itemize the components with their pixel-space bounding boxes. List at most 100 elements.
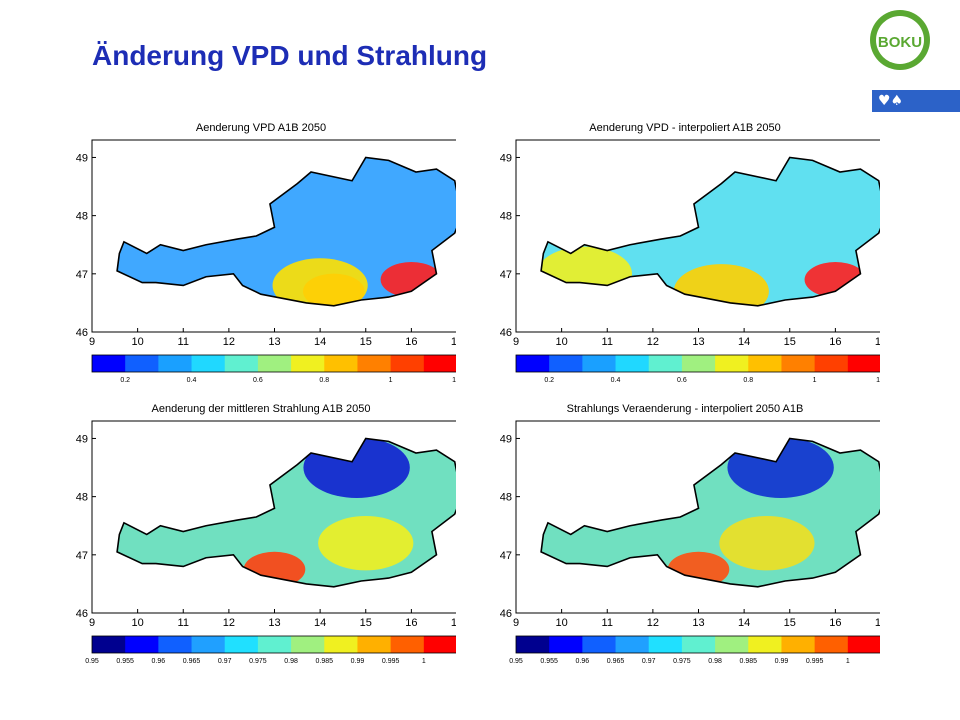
colorbar-segment	[125, 636, 159, 653]
colorbar-frame	[91, 354, 456, 373]
colorbar-segment	[516, 355, 550, 372]
colorbar-label: 0.95	[509, 658, 523, 665]
x-tick-label: 11	[178, 617, 189, 629]
heatmap-hotspot	[272, 258, 368, 306]
logo-bar-icons: ♥♠	[878, 93, 904, 109]
colorbar-segment	[291, 355, 325, 372]
colorbar-label: 0.98	[284, 658, 298, 665]
x-tick-label: 12	[223, 336, 235, 348]
y-tick-label: 46	[76, 327, 88, 339]
x-tick-label: 10	[556, 617, 568, 629]
colorbar-label: 0.965	[607, 658, 625, 665]
x-tick-label: 14	[314, 336, 326, 348]
colorbar-label: 0.2	[544, 377, 554, 384]
x-tick-label: 12	[647, 336, 659, 348]
colorbar-segment	[549, 636, 583, 653]
colorbar-segment	[257, 355, 292, 372]
x-tick-label: 11	[602, 336, 613, 348]
colorbar-segment	[423, 355, 456, 372]
colorbar-segment	[781, 636, 816, 653]
colorbar-segment	[516, 636, 550, 653]
boku-logo: BOKU	[870, 10, 930, 70]
y-tick-label: 47	[76, 550, 88, 562]
x-tick-label: 17	[451, 617, 456, 629]
colorbar-label: 0.97	[642, 658, 656, 665]
colorbar-segment	[158, 636, 193, 653]
x-tick-label: 11	[602, 617, 613, 629]
x-tick-label: 14	[738, 336, 750, 348]
colorbar-segment	[324, 636, 358, 653]
colorbar-label: 0.6	[253, 377, 263, 384]
x-tick-label: 17	[875, 617, 880, 629]
colorbar-label: 0.99	[775, 658, 789, 665]
y-tick-label: 47	[76, 269, 88, 281]
x-tick-label: 9	[513, 336, 519, 348]
y-tick-label: 46	[76, 608, 88, 620]
logo-bar: ♥♠	[872, 90, 960, 112]
colorbar-segment	[847, 355, 880, 372]
chart-vpd: 9 10 11 12 13 14 15 16 17 46 47 48 49 0.2 0.4 0.6 0.8 1 1.…	[76, 139, 456, 384]
y-tick-label: 48	[76, 492, 88, 504]
colorbar-label: 0.955	[540, 658, 558, 665]
colorbar-segment	[814, 355, 849, 372]
colorbar-label: 0.99	[351, 658, 365, 665]
colorbar-segment	[291, 636, 325, 653]
y-tick-label: 49	[500, 433, 512, 445]
country-border	[116, 437, 456, 588]
y-tick-label: 49	[76, 433, 88, 445]
colorbar-label: 0.96	[152, 658, 166, 665]
x-tick-label: 9	[89, 617, 95, 629]
colorbar-frame	[515, 635, 880, 654]
colorbar-label: 0.4	[187, 377, 197, 384]
slide-title: Änderung VPD und Strahlung	[92, 40, 488, 71]
colorbar-segment	[357, 355, 392, 372]
colorbar-segment	[781, 355, 816, 372]
x-tick-label: 9	[89, 336, 95, 348]
country-border	[116, 156, 456, 307]
colorbar-label: 0.975	[249, 658, 267, 665]
x-tick-label: 16	[405, 617, 417, 629]
colorbar-segment	[648, 355, 683, 372]
x-tick-label: 15	[784, 617, 796, 629]
colorbar-label: 0.95	[85, 658, 99, 665]
x-tick-label: 17	[875, 336, 880, 348]
colorbar-label: 0.8	[319, 377, 329, 384]
y-tick-label: 49	[500, 152, 512, 164]
colorbar-segment	[748, 355, 782, 372]
y-tick-label: 48	[76, 211, 88, 223]
colorbar-segment	[748, 636, 782, 653]
x-tick-label: 16	[829, 336, 841, 348]
colorbar-segment	[847, 636, 880, 653]
colorbar-segment	[257, 636, 292, 653]
colorbar-label: 0.955	[116, 658, 134, 665]
chart-title-vpd: Aenderung VPD A1B 2050	[195, 122, 327, 134]
logo-text: BOKU	[878, 34, 922, 51]
colorbar-label: 0.985	[316, 658, 334, 665]
colorbar-label: 0.4	[611, 377, 621, 384]
x-tick-label: 13	[692, 617, 704, 629]
chart-vpd-interp: 9 10 11 12 13 14 15 16 17 46 47 48 49 0.2 0.4 0.6 0.8 1 1.…	[500, 139, 880, 384]
x-tick-label: 9	[513, 617, 519, 629]
x-tick-label: 14	[314, 617, 326, 629]
x-tick-label: 13	[268, 617, 280, 629]
y-tick-label: 46	[500, 327, 512, 339]
colorbar-segment	[549, 355, 583, 372]
chart-title-vpd-interp: Aenderung VPD - interpoliert A1B 2050	[589, 122, 781, 134]
colorbar-segment	[615, 355, 650, 372]
colorbar-segment	[814, 636, 849, 653]
colorbar-label: 0.98	[708, 658, 722, 665]
y-tick-label: 48	[500, 492, 512, 504]
colorbar-segment	[92, 636, 126, 653]
colorbar-label: 0.2	[120, 377, 130, 384]
colorbar-segment	[92, 355, 126, 372]
chart-title-radiation-interp: Strahlungs Veraenderung - interpoliert 2…	[566, 403, 804, 415]
panel-radiation: Aenderung der mittleren Strahlung A1B 20…	[66, 403, 456, 665]
x-tick-label: 10	[132, 336, 144, 348]
colorbar-segment	[681, 355, 716, 372]
country-border	[540, 437, 880, 588]
x-tick-label: 12	[647, 617, 659, 629]
colorbar-label: 0.96	[576, 658, 590, 665]
colorbar-label: 1	[422, 658, 426, 665]
x-tick-label: 10	[132, 617, 144, 629]
colorbar-segment	[390, 636, 425, 653]
